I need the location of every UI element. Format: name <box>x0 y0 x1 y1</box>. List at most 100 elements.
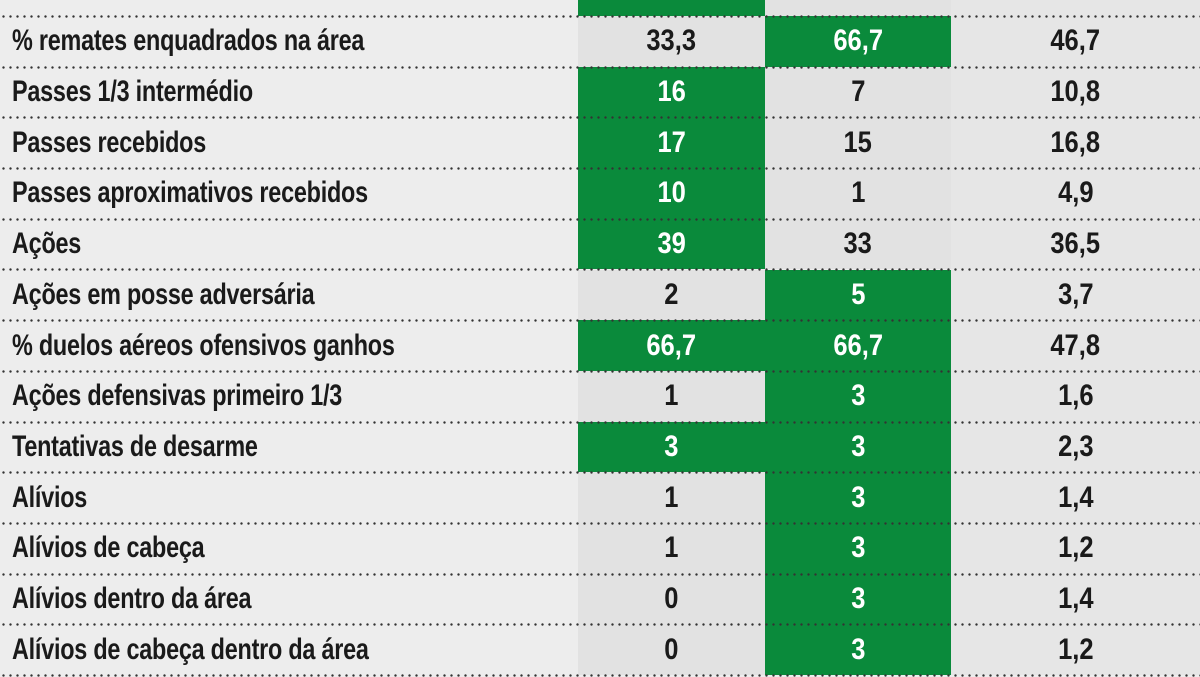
table-row: Alívios 1 3 1,4 <box>0 472 1200 525</box>
value-cell-player2: 3 <box>765 421 951 473</box>
value: 7 <box>850 75 866 109</box>
row-label: % duelos aéreos ofensivos ganhos <box>12 328 395 362</box>
value-cell-player1: 1 <box>578 523 765 574</box>
value: 5 <box>850 277 866 311</box>
value: 3 <box>850 582 866 616</box>
value: 33,3 <box>646 24 697 58</box>
row-label: Alívios de cabeça dentro da área <box>12 632 369 666</box>
value-cell-player1: 0 <box>578 573 765 625</box>
value-cell-player1: 39 <box>578 218 765 270</box>
table-row: Tentativas de desarme 3 3 2,3 <box>0 421 1200 474</box>
value-cell-player2 <box>765 0 951 16</box>
value: 15 <box>843 125 873 159</box>
value-cell-player1: 0 <box>578 624 765 676</box>
value: 1,2 <box>1057 632 1094 666</box>
value-cell-player2: 3 <box>765 573 951 625</box>
value-cell-player2: 3 <box>765 523 951 574</box>
value: 1 <box>850 176 866 210</box>
value-cell-average: 1,6 <box>951 370 1200 422</box>
value-cell-average: 4,9 <box>951 168 1200 219</box>
partial-row <box>0 0 1200 18</box>
value: 3 <box>664 429 679 463</box>
value: 47,8 <box>1050 328 1101 362</box>
row-label: Passes 1/3 intermédio <box>12 75 253 109</box>
value-cell-average: 1,2 <box>951 523 1200 574</box>
value: 1,2 <box>1057 531 1094 565</box>
value-cell-player1: 1 <box>578 472 765 523</box>
value: 46,7 <box>1050 24 1101 58</box>
row-label: Ações defensivas primeiro 1/3 <box>12 379 343 413</box>
value: 3 <box>850 429 866 463</box>
value-cell-average: 36,5 <box>951 218 1200 270</box>
value: 39 <box>657 227 686 261</box>
table-row: Passes aproximativos recebidos 10 1 4,9 <box>0 168 1200 221</box>
value-cell-average: 2,3 <box>951 421 1200 473</box>
value: 1,4 <box>1057 480 1094 514</box>
value: 2,3 <box>1057 429 1094 463</box>
value-cell-player2: 15 <box>765 117 951 169</box>
value-cell-player1: 33,3 <box>578 16 765 67</box>
value-cell-player1 <box>578 0 765 16</box>
row-label: Passes aproximativos recebidos <box>12 176 368 210</box>
value-cell-average: 1,4 <box>951 573 1200 625</box>
value: 3 <box>850 632 866 666</box>
value-cell-average: 1,4 <box>951 472 1200 523</box>
value-cell-average: 1,2 <box>951 624 1200 676</box>
value-cell-player2: 3 <box>765 624 951 676</box>
value: 1,6 <box>1057 379 1094 413</box>
row-label: Alívios de cabeça <box>12 531 205 565</box>
value: 1 <box>664 480 679 514</box>
value-cell-player2: 33 <box>765 218 951 270</box>
value-cell-player1: 1 <box>578 370 765 422</box>
value: 17 <box>657 125 686 159</box>
row-label: Ações em posse adversária <box>12 277 315 311</box>
value-cell-average: 3,7 <box>951 269 1200 321</box>
value: 3 <box>850 480 866 514</box>
value: 10 <box>657 176 686 210</box>
value-cell-player2: 5 <box>765 269 951 321</box>
table-row: Passes 1/3 intermédio 16 7 10,8 <box>0 66 1200 120</box>
value-cell-average: 10,8 <box>951 66 1200 118</box>
row-label: Alívios <box>12 480 88 514</box>
value-cell-player2: 66,7 <box>765 16 951 67</box>
value-cell-player1: 16 <box>578 66 765 118</box>
value: 16,8 <box>1050 125 1101 159</box>
value: 2 <box>664 277 679 311</box>
row-label: % remates enquadrados na área <box>12 24 365 58</box>
value: 1,4 <box>1057 582 1094 616</box>
value-cell-player1: 17 <box>578 117 765 169</box>
row-label: Passes recebidos <box>12 125 206 159</box>
value: 1 <box>664 531 679 565</box>
table-row: Alívios de cabeça dentro da área 0 3 1,2 <box>0 624 1200 677</box>
value: 4,9 <box>1057 176 1094 210</box>
value-cell-average <box>951 0 1200 16</box>
row-label: Ações <box>12 227 82 261</box>
value: 36,5 <box>1050 227 1101 261</box>
value: 3,7 <box>1057 277 1094 311</box>
value: 16 <box>657 75 686 109</box>
table-row: % duelos aéreos ofensivos ganhos 66,7 66… <box>0 320 1200 373</box>
value-cell-player2: 3 <box>765 472 951 523</box>
row-label: Tentativas de desarme <box>12 429 258 463</box>
value: 10,8 <box>1050 75 1101 109</box>
value: 1 <box>664 379 679 413</box>
table-row: Ações defensivas primeiro 1/3 1 3 1,6 <box>0 370 1200 424</box>
row-label: Alívios dentro da área <box>12 582 252 616</box>
value-cell-player2: 66,7 <box>765 320 951 371</box>
value-cell-average: 47,8 <box>951 320 1200 371</box>
value-cell-player2: 7 <box>765 66 951 118</box>
value-cell-average: 46,7 <box>951 16 1200 67</box>
table-row: Alívios dentro da área 0 3 1,4 <box>0 573 1200 627</box>
value: 0 <box>664 582 679 616</box>
value-cell-average: 16,8 <box>951 117 1200 169</box>
value-cell-player1: 3 <box>578 421 765 473</box>
value: 3 <box>850 379 866 413</box>
value: 66,7 <box>646 328 697 362</box>
value-cell-player2: 3 <box>765 370 951 422</box>
value-cell-player1: 2 <box>578 269 765 321</box>
table-row: Passes recebidos 17 15 16,8 <box>0 117 1200 170</box>
value: 66,7 <box>833 24 883 58</box>
value: 0 <box>664 632 679 666</box>
value: 33 <box>843 227 873 261</box>
table-row: Ações 39 33 36,5 <box>0 218 1200 272</box>
